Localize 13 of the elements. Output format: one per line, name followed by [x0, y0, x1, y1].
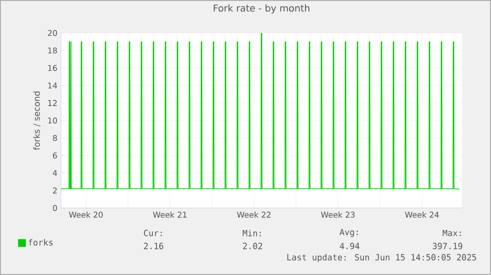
text: Avg: — [340, 229, 358, 237]
chart-title: Fork rate - by month — [214, 4, 310, 14]
text: Last update: Sun Jun 15 14:50:05 2025 — [287, 254, 476, 262]
line-series — [61, 32, 460, 190]
text: 2.02 — [243, 242, 262, 250]
text: 397.19 — [432, 242, 462, 250]
text: 2.16 — [144, 242, 164, 250]
y-axis-title: forks / second — [33, 92, 40, 150]
legend-label: forks — [28, 239, 53, 246]
text: Min: — [242, 230, 261, 236]
text: 4.94 — [340, 242, 360, 250]
text: Cur: — [144, 230, 162, 236]
text: Max: — [442, 230, 461, 236]
